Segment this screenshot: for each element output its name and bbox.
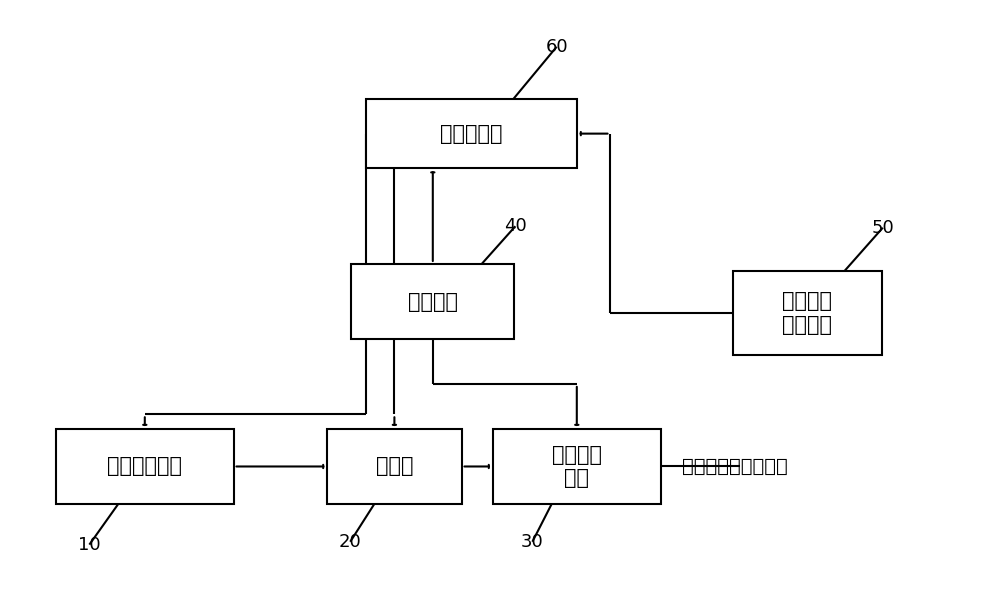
Text: 自检控制器: 自检控制器 — [440, 124, 502, 144]
Text: 40: 40 — [504, 217, 527, 235]
Text: 20: 20 — [339, 532, 362, 551]
Text: 10: 10 — [78, 535, 101, 554]
Text: 50: 50 — [871, 219, 894, 237]
Bar — [366, 99, 577, 168]
Text: 可控输出
开关: 可控输出 开关 — [552, 445, 602, 488]
Text: 60: 60 — [545, 38, 568, 56]
Bar — [327, 429, 462, 504]
Bar — [493, 429, 661, 504]
Text: 检测电路: 检测电路 — [408, 291, 458, 312]
Text: 第一温度
测量装置: 第一温度 测量装置 — [782, 291, 832, 335]
Bar — [56, 429, 234, 504]
Text: 低功率变流器: 低功率变流器 — [107, 456, 182, 476]
Text: 接馈电电缆和定子段: 接馈电电缆和定子段 — [682, 457, 788, 476]
Bar — [733, 271, 882, 355]
Bar — [351, 264, 514, 339]
Text: 30: 30 — [521, 532, 544, 551]
Text: 滤波器: 滤波器 — [376, 456, 413, 476]
